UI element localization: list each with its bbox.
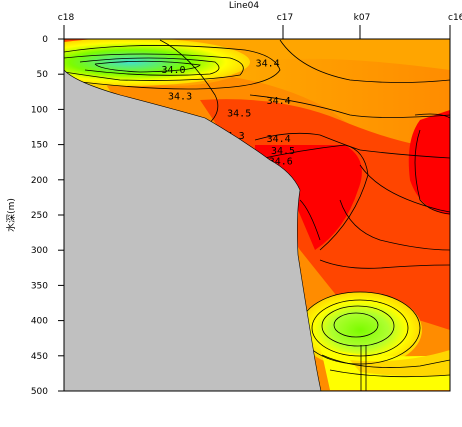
y-tick-label: 300: [31, 246, 48, 256]
station-label: k07: [354, 13, 371, 23]
y-axis-label: 水深(m): [5, 198, 17, 232]
band-red-right: [408, 110, 450, 215]
y-tick-label: 0: [42, 35, 48, 45]
y-tick-label: 450: [31, 352, 48, 362]
seafloor-topography: [64, 69, 322, 391]
contour-label: 34.4: [256, 59, 280, 70]
y-tick-label: 350: [31, 281, 48, 291]
station-label: c17: [277, 13, 293, 23]
contour-label: 34.5: [271, 146, 295, 157]
station-ticks: [63, 25, 451, 39]
band-light-orange-bottom: [350, 350, 450, 376]
station-labels: c18 c17 k07 c16: [58, 13, 462, 23]
contour-label: 34.4: [267, 134, 291, 145]
plot-frame: [63, 38, 451, 392]
chart-title: Line04: [229, 1, 259, 11]
y-tick-label: 200: [31, 176, 48, 186]
contour-label: 34.0: [161, 65, 185, 76]
contour-label: 34.5: [227, 109, 251, 120]
y-tick-label: 100: [31, 105, 48, 115]
contour-label: 34.4: [267, 96, 291, 107]
y-tick-label: 150: [31, 141, 48, 151]
y-tick-label: 250: [31, 211, 48, 221]
station-label: c18: [58, 13, 75, 23]
y-tick-label: 500: [31, 387, 48, 397]
y-axis-ticks: 0 50 100 150 200 250 300 350 400 450 500: [31, 35, 64, 397]
contour-label: 34.3: [168, 92, 192, 103]
contour-lines: [64, 39, 450, 391]
contour-label: 34.6: [269, 156, 293, 167]
contour-field: 34.434.434.334.234.134.034.534.434.334.4…: [64, 39, 450, 391]
y-tick-label: 50: [37, 70, 49, 80]
y-tick-label: 400: [31, 317, 48, 327]
station-label: c16: [448, 13, 462, 23]
